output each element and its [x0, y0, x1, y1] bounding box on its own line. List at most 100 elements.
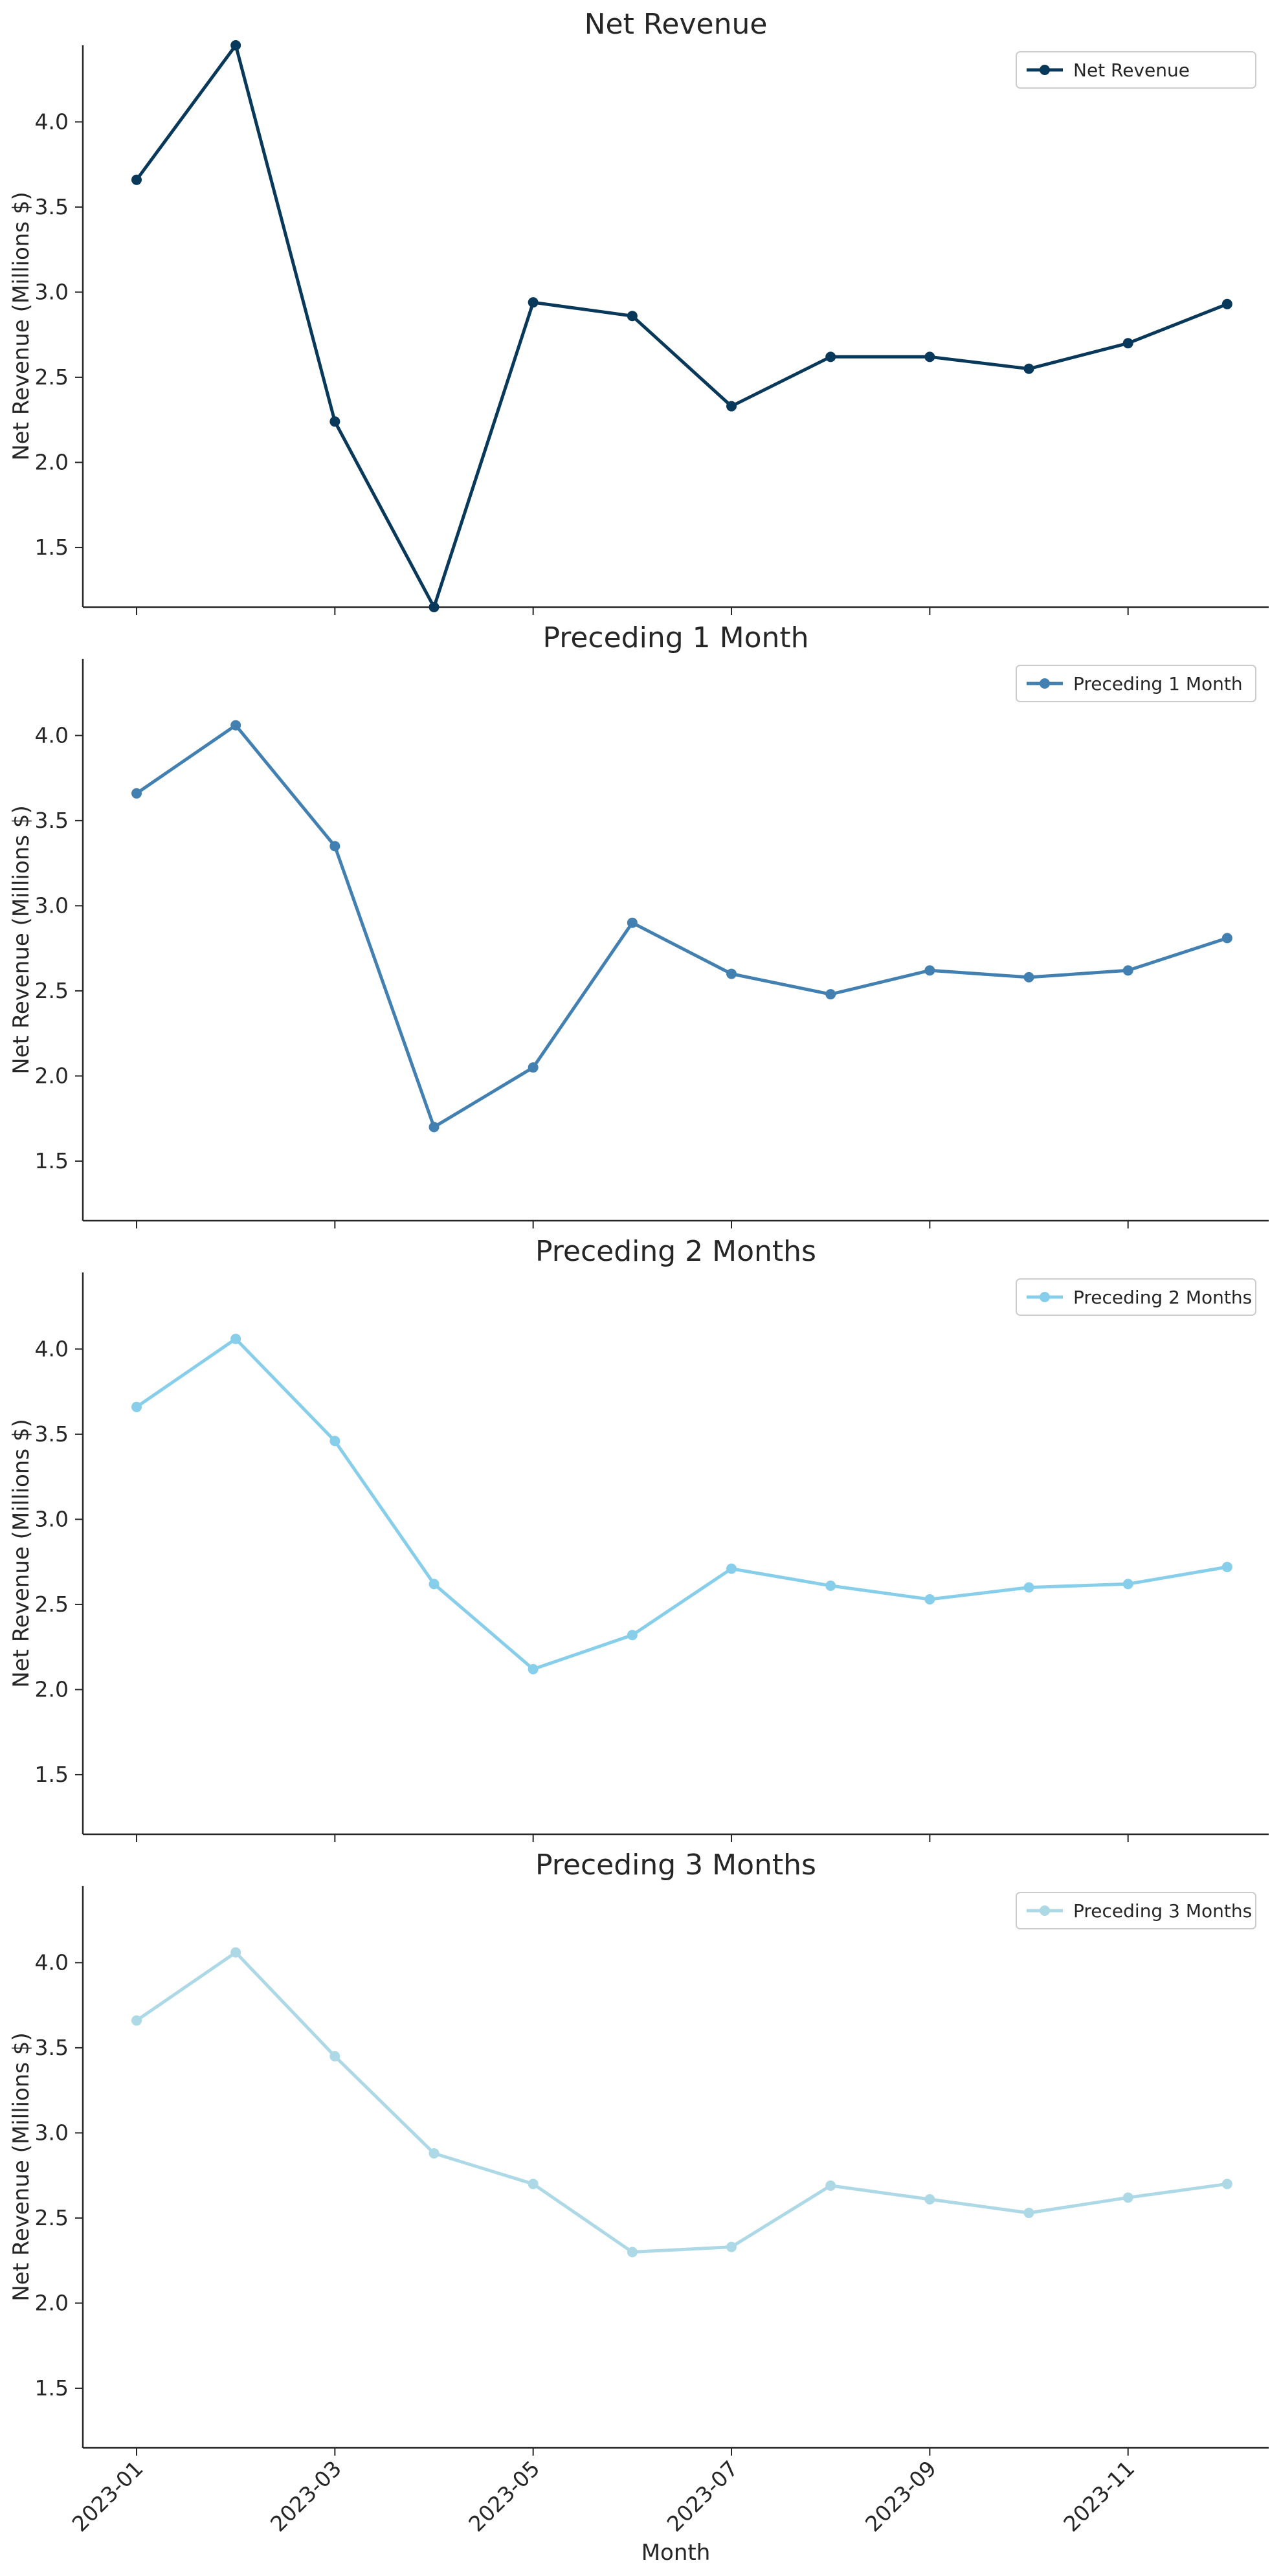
data-point — [429, 602, 440, 612]
legend-label: Net Revenue — [1073, 60, 1190, 81]
data-point — [1221, 2179, 1232, 2190]
data-point — [1122, 965, 1133, 976]
y-tick-label: 2.5 — [35, 978, 69, 1003]
legend-box — [1016, 51, 1256, 89]
y-tick-label: 1.5 — [35, 535, 69, 560]
data-point — [131, 2015, 142, 2026]
x-tick-label: 2023-07 — [662, 2456, 743, 2537]
panel-2: Preceding 1 Month 1.5 2.0 2.5 3.0 3.5 4.0 Net R… — [8, 621, 1269, 1228]
y-tick-label: 2.5 — [35, 1592, 69, 1617]
panel-title: Preceding 1 Month — [542, 621, 808, 654]
data-point — [1221, 1562, 1232, 1573]
y-tick-label: 2.0 — [35, 1063, 69, 1088]
data-point — [528, 1663, 539, 1674]
y-tick-label: 4.0 — [35, 722, 69, 748]
y-tick-label: 4.0 — [35, 109, 69, 134]
data-point — [329, 2051, 340, 2062]
y-axis-label: Net Revenue (Millions $) — [8, 2032, 34, 2302]
data-point — [924, 2193, 935, 2204]
data-point — [429, 1122, 440, 1133]
panel-1: Net Revenue 1.5 2.0 2.5 3.0 3.5 4.0 Net Revenue… — [8, 8, 1269, 615]
data-point — [1122, 2192, 1133, 2203]
data-point — [1122, 1579, 1133, 1590]
data-point — [726, 1563, 737, 1574]
data-point — [726, 401, 737, 412]
data-point — [528, 297, 539, 308]
data-point — [230, 1947, 241, 1958]
data-point — [1023, 1582, 1034, 1593]
panel-4: Preceding 3 Months 1.5 2.0 2.5 3.0 3.5 4.0 Net … — [8, 1849, 1269, 2537]
y-tick-label: 2.0 — [35, 2290, 69, 2315]
panel-title: Preceding 3 Months — [535, 1849, 816, 1882]
data-point — [1122, 338, 1133, 349]
series-line — [135, 724, 1229, 1129]
data-point — [528, 1062, 539, 1073]
data-point — [627, 311, 638, 322]
data-point — [329, 416, 340, 427]
data-point — [825, 1580, 836, 1591]
y-axis-label: Net Revenue (Millions $) — [8, 192, 34, 461]
data-point — [429, 1579, 440, 1590]
y-tick-label: 3.0 — [35, 893, 69, 918]
y-tick-label: 3.0 — [35, 279, 69, 304]
data-point — [627, 1630, 638, 1641]
legend-label: Preceding 2 Months — [1073, 1287, 1252, 1308]
x-tick-label: 2023-05 — [463, 2456, 544, 2537]
data-point — [230, 40, 241, 50]
legend-box — [1016, 665, 1256, 702]
y-tick-label: 1.5 — [35, 1762, 69, 1787]
data-point — [131, 788, 142, 799]
panel-title: Net Revenue — [585, 8, 768, 41]
legend-box — [1016, 1892, 1256, 1929]
legend-marker — [1040, 678, 1050, 689]
y-tick-label: 2.5 — [35, 2205, 69, 2230]
series-line — [135, 43, 1229, 609]
data-point — [1023, 363, 1034, 374]
data-point — [1023, 2208, 1034, 2219]
data-point — [924, 965, 935, 976]
y-tick-label: 2.5 — [35, 364, 69, 390]
y-tick-label: 3.0 — [35, 1506, 69, 1531]
data-point — [924, 1594, 935, 1605]
data-point — [528, 2179, 539, 2190]
data-point — [726, 2241, 737, 2252]
data-point — [627, 917, 638, 928]
data-point — [131, 174, 142, 185]
legend-marker — [1040, 1292, 1050, 1302]
legend: Preceding 1 Month — [1016, 665, 1256, 702]
y-axis-label: Net Revenue (Millions $) — [8, 805, 34, 1074]
x-tick-label: 2023-03 — [265, 2456, 346, 2537]
data-point — [230, 1333, 241, 1344]
x-axis-label: Month — [641, 2540, 711, 2566]
y-tick-label: 4.0 — [35, 1949, 69, 1975]
x-tick-label: 2023-01 — [67, 2456, 148, 2537]
legend: Preceding 3 Months — [1016, 1892, 1256, 1929]
y-tick-label: 3.5 — [35, 808, 69, 833]
y-tick-label: 1.5 — [35, 2375, 69, 2401]
data-point — [1221, 933, 1232, 944]
y-tick-label: 3.5 — [35, 2035, 69, 2060]
legend-label: Preceding 3 Months — [1073, 1900, 1252, 1922]
legend: Preceding 2 Months — [1016, 1278, 1256, 1316]
legend-box — [1016, 1278, 1256, 1316]
data-point — [825, 2180, 836, 2191]
y-tick-label: 3.5 — [35, 194, 69, 219]
panel-3: Preceding 2 Months 1.5 2.0 2.5 3.0 3.5 4.0 Net … — [8, 1235, 1269, 1842]
x-tick-label: 2023-09 — [860, 2456, 941, 2537]
y-tick-label: 4.0 — [35, 1336, 69, 1361]
data-point — [429, 2148, 440, 2159]
data-point — [726, 968, 737, 979]
series-line — [135, 1951, 1229, 2254]
x-tick-label: 2023-11 — [1058, 2456, 1139, 2537]
data-point — [230, 720, 241, 731]
data-point — [825, 351, 836, 362]
legend-marker — [1040, 65, 1050, 75]
data-point — [825, 989, 836, 1000]
data-point — [131, 1401, 142, 1412]
legend-marker — [1040, 1905, 1050, 1916]
y-tick-label: 3.0 — [35, 2120, 69, 2145]
data-point — [1023, 972, 1034, 983]
legend: Net Revenue — [1016, 51, 1256, 89]
panel-title: Preceding 2 Months — [535, 1235, 816, 1268]
